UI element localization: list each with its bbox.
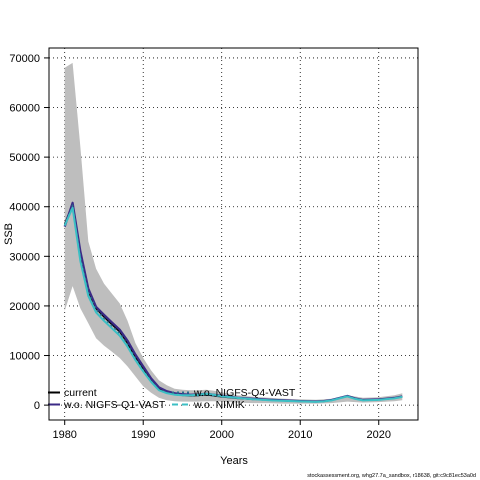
y-tick-label: 40000	[9, 202, 40, 214]
series-line-2	[63, 204, 403, 403]
x-tick-label: 1980	[52, 429, 76, 441]
series-lines	[63, 201, 403, 403]
x-tick-label: 1990	[131, 429, 155, 441]
grid-lines	[49, 48, 418, 420]
y-tick-label: 30000	[9, 251, 40, 263]
confidence-band	[64, 62, 403, 404]
confidence-band-area	[64, 62, 403, 404]
legend: current w.o. NIGFS-Q4-VAST w.o. NIGFS-Q1-V…	[48, 387, 296, 411]
legend-label: w.o. NIGFS-Q4-VAST	[193, 387, 296, 399]
series-line-3	[63, 206, 403, 403]
y-tick-label: 70000	[9, 53, 40, 65]
legend-label: w.o. NIGFS-Q1-VAST	[63, 399, 166, 411]
y-axis: 0 10000 20000 30000 40000 50000 60000 70000	[9, 53, 49, 412]
footnote: stockassessment.org, whg27.7a_sandbox, r…	[307, 473, 476, 479]
legend-label: w.o. NIMIK	[193, 399, 245, 411]
x-tick-label: 2020	[367, 429, 391, 441]
legend-label: current	[64, 387, 97, 399]
y-tick-label: 0	[34, 400, 40, 412]
y-axis-title: SSB	[3, 223, 15, 245]
x-axis-title: Years	[220, 455, 248, 467]
x-tick-label: 2000	[209, 429, 233, 441]
x-axis: 1980 1990 2000 2010 2020	[52, 420, 391, 441]
y-tick-label: 20000	[9, 301, 40, 313]
x-tick-label: 2010	[288, 429, 312, 441]
plot-frame	[48, 47, 419, 421]
y-tick-label: 60000	[9, 103, 40, 115]
y-tick-label: 10000	[9, 351, 40, 363]
y-tick-label: 50000	[9, 152, 40, 164]
